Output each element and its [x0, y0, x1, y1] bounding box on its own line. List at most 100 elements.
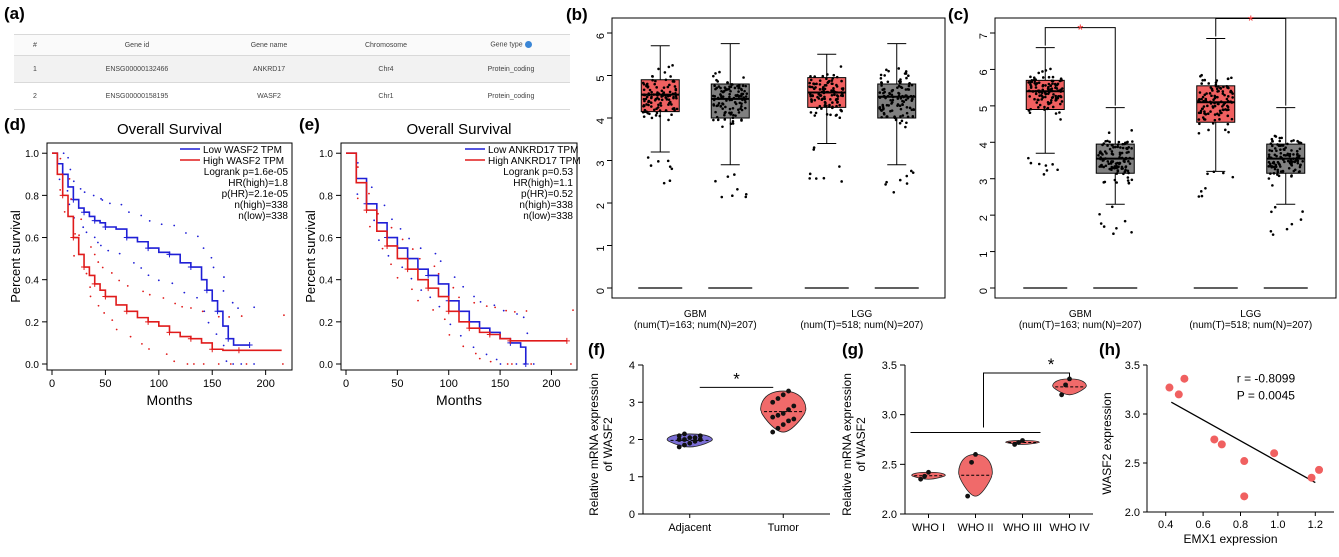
data-point [1211, 122, 1215, 125]
data-point [1112, 145, 1115, 149]
data-point [1058, 79, 1062, 83]
data-point [822, 176, 826, 180]
stat-label: p(HR)=2.1e-05 [222, 189, 289, 200]
survival-curve [346, 152, 527, 364]
data-point [1034, 86, 1038, 89]
data-point [1213, 104, 1217, 108]
y-tick-label: 0.4 [25, 276, 39, 287]
data-point [1274, 163, 1278, 167]
data-point [809, 111, 813, 114]
data-point [1051, 105, 1055, 109]
data-point [1273, 147, 1277, 150]
data-point [908, 82, 911, 86]
data-point [1054, 86, 1057, 90]
data-point [1293, 160, 1297, 164]
confidence-dot [515, 363, 518, 365]
confidence-dot [58, 178, 61, 181]
data-point [901, 114, 905, 117]
y-tick-label: 5 [595, 76, 607, 82]
confidence-dot [369, 225, 371, 228]
data-point [1049, 67, 1052, 71]
confidence-dot [237, 307, 239, 310]
data-point [657, 67, 660, 71]
data-point [1284, 154, 1287, 157]
confidence-dot [126, 285, 129, 287]
data-point [1226, 77, 1230, 81]
chart-b-boxplot: 0 1 2 3 4 5 6 GBM(num(T)=163; num(N)=207) LGG(nu… [595, 17, 946, 331]
y-tick-label: 2.0 [882, 509, 897, 521]
group-label: LGG [851, 309, 872, 320]
confidence-dot [59, 157, 62, 160]
data-point [642, 104, 646, 108]
data-point [775, 412, 781, 418]
data-point [1104, 139, 1107, 143]
data-point [1201, 95, 1205, 99]
x-tick-label: 0 [49, 378, 55, 390]
data-point [743, 89, 746, 93]
data-point [1272, 165, 1276, 169]
x-tick-label: Tumor [768, 522, 800, 534]
confidence-dot [89, 295, 92, 298]
data-point [1113, 178, 1117, 182]
data-point [641, 81, 645, 85]
data-point [667, 98, 671, 101]
confidence-dot [148, 293, 151, 296]
data-point [1101, 159, 1105, 162]
chart-g-violin: 2.0 2.5 3.0 3.5 Relative mRNA expression of W… [840, 355, 1093, 534]
y-tick-label: 4 [595, 118, 607, 124]
data-point [1115, 181, 1118, 184]
data-point [644, 97, 648, 101]
data-point [1037, 71, 1041, 75]
chart-e-survival: Overall Survival 0 50 100 150 200 0.0 0.2 0.4 0.6… [303, 121, 581, 408]
data-point [1057, 95, 1060, 98]
x-tick-label: WHO III [1003, 522, 1042, 534]
data-point [712, 104, 716, 107]
data-point [885, 115, 889, 118]
col-header-gene-id: Gene id [56, 34, 218, 56]
confidence-dot [511, 363, 513, 365]
data-point [882, 112, 886, 116]
chart-title: Overall Survival [117, 121, 222, 138]
confidence-dot [70, 198, 73, 200]
x-tick-label: 0 [343, 378, 349, 390]
data-point [1043, 108, 1046, 111]
data-point [1276, 173, 1279, 176]
data-point [1131, 140, 1134, 143]
data-point [736, 187, 739, 191]
data-point [888, 91, 891, 95]
data-point [651, 78, 654, 82]
censor-mark [91, 280, 98, 287]
confidence-dot [462, 285, 465, 288]
data-point [839, 65, 843, 68]
data-point [907, 74, 910, 77]
confidence-dot [368, 192, 370, 195]
confidence-dot [516, 313, 518, 315]
confidence-dot [474, 352, 477, 355]
table-cell: ANKRD17 [218, 55, 320, 83]
confidence-dot [530, 363, 533, 365]
survival-curve [52, 152, 250, 346]
y-tick-label: 1 [595, 246, 607, 252]
data-point [1240, 492, 1249, 501]
data-point [729, 85, 733, 89]
y-tick-label: 6 [978, 69, 990, 75]
data-point [826, 73, 829, 76]
data-point [1027, 156, 1030, 160]
help-icon[interactable] [524, 41, 532, 49]
data-point [671, 107, 675, 111]
data-point [770, 399, 776, 405]
data-point [892, 191, 896, 194]
data-point [910, 98, 914, 101]
data-point [899, 78, 902, 81]
censor-mark [166, 329, 173, 336]
data-point [1271, 233, 1275, 236]
censor-mark [70, 234, 77, 241]
x-axis-label: Months [147, 392, 193, 408]
data-point [1288, 154, 1291, 158]
confidence-dot [453, 276, 456, 279]
data-point [659, 104, 663, 107]
data-point [1058, 111, 1061, 114]
censor-mark [384, 242, 391, 249]
data-point [658, 114, 662, 118]
data-point [1101, 153, 1104, 156]
